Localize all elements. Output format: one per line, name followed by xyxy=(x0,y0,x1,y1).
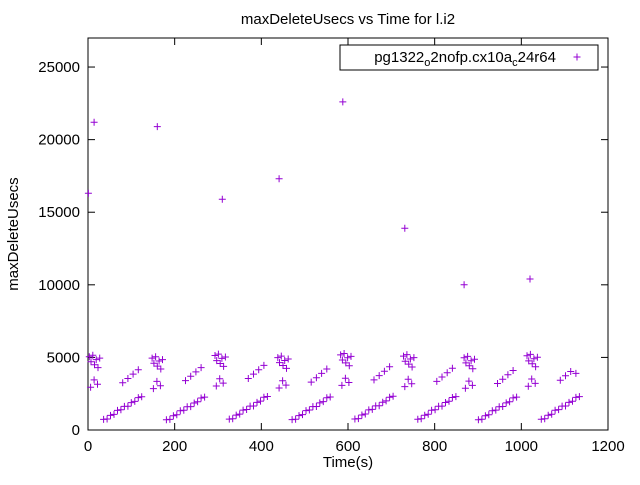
y-axis-ticks: 0 5000 10000 15000 20000 25000 xyxy=(38,59,608,439)
plot-border xyxy=(87,37,609,431)
y-tick-label: 10000 xyxy=(38,277,80,294)
x-tick-label: 0 xyxy=(84,438,92,455)
x-tick-label: 600 xyxy=(335,438,360,455)
y-tick-label: 20000 xyxy=(38,132,80,149)
y-axis-label: maxDeleteUsecs xyxy=(5,177,22,290)
legend-label: pg1322o2nofp.cx10ac24r64 xyxy=(374,49,556,69)
legend-box xyxy=(339,44,599,71)
legend: pg1322o2nofp.cx10ac24r64 xyxy=(339,44,599,71)
legend-marker-plus-icon xyxy=(573,53,581,61)
x-tick-label: 400 xyxy=(249,438,274,455)
y-tick-label: 5000 xyxy=(47,349,80,366)
x-tick-label: 200 xyxy=(162,438,187,455)
x-tick-label: 1000 xyxy=(505,438,538,455)
x-tick-label: 1200 xyxy=(591,438,624,455)
y-tick-label: 15000 xyxy=(38,204,80,221)
x-tick-label: 800 xyxy=(422,438,447,455)
y-tick-label: 25000 xyxy=(38,59,80,76)
x-axis-label: Time(s) xyxy=(323,454,373,471)
chart-title: maxDeleteUsecs vs Time for l.i2 xyxy=(241,11,455,28)
y-tick-label: 0 xyxy=(72,422,80,439)
data-points-markers xyxy=(84,98,583,424)
x-axis-ticks: 0 200 400 600 800 1000 1200 xyxy=(84,38,625,455)
